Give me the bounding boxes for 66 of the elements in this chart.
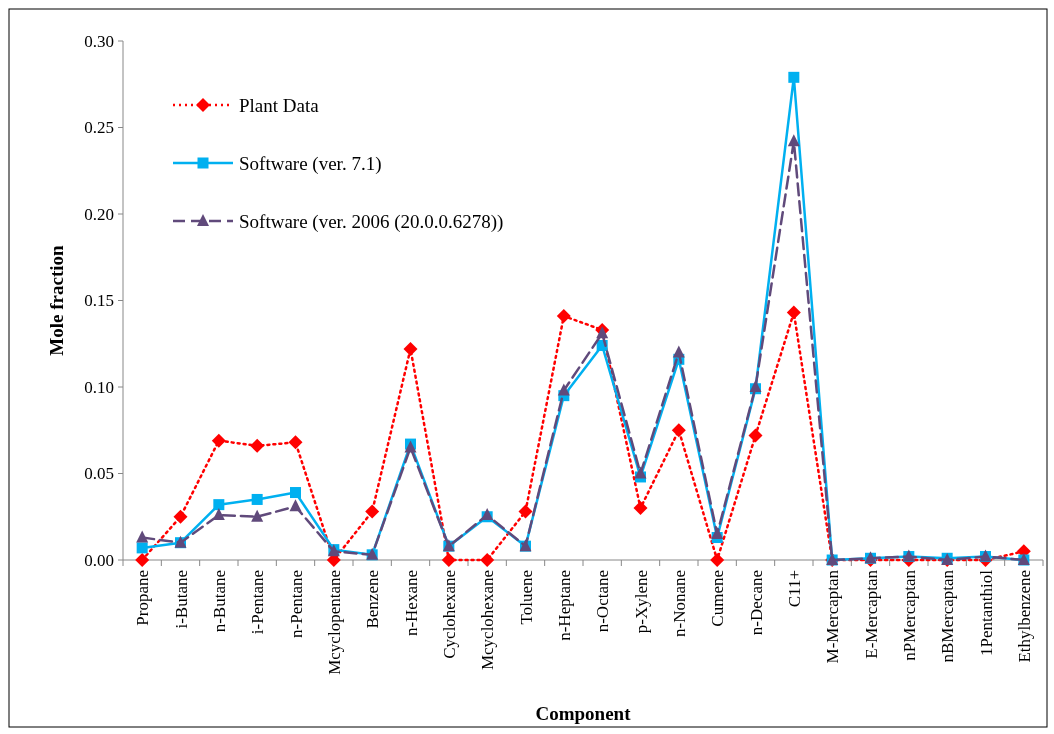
y-tick-label: 0.00	[84, 550, 114, 570]
point	[213, 499, 225, 511]
x-tick-label: Cumene	[708, 570, 728, 627]
x-tick-label: Mcyclohexane	[478, 570, 498, 671]
point	[748, 428, 763, 443]
x-tick-label: nPMercaptan	[899, 569, 919, 661]
x-tick-label: C11+	[784, 570, 804, 608]
point	[135, 553, 150, 567]
y-tick-label: 0.10	[84, 377, 114, 397]
point	[788, 71, 800, 83]
point	[288, 435, 303, 450]
point	[441, 553, 456, 567]
point	[480, 553, 495, 567]
x-tick-label: i-Butane	[171, 570, 191, 629]
point	[786, 305, 801, 320]
point	[211, 433, 226, 448]
x-tick-label: n-Decane	[746, 570, 766, 636]
x-tick-label: p-Xylene	[631, 570, 651, 634]
x-tick-label: Mcyclopentane	[324, 570, 344, 675]
y-axis-title: Mole fraction	[46, 244, 67, 356]
point	[633, 501, 648, 516]
point	[518, 504, 533, 519]
x-axis-title: Component	[535, 703, 632, 724]
point	[365, 504, 380, 519]
point	[290, 487, 301, 499]
point	[671, 423, 686, 438]
point	[787, 134, 800, 147]
y-tick-label: 0.15	[84, 291, 114, 311]
point	[250, 438, 265, 453]
legend-label: Software (ver. 7.1)	[239, 152, 382, 175]
legend-label: Software (ver. 2006 (20.0.0.6278))	[239, 210, 504, 233]
x-tick-label: n-Octane	[593, 570, 613, 633]
point	[556, 309, 571, 324]
x-tick-label: n-Hexane	[401, 570, 421, 637]
x-tick-label: n-Butane	[209, 570, 229, 633]
point	[672, 345, 685, 358]
point	[136, 530, 149, 543]
point	[557, 383, 570, 396]
x-tick-label: Propane	[133, 570, 153, 626]
point	[136, 542, 148, 554]
x-tick-label: M-Mercaptan	[823, 569, 843, 664]
y-tick-label: 0.20	[84, 204, 114, 224]
point	[173, 509, 188, 524]
x-tick-label: Benzene	[363, 570, 383, 629]
x-tick-label: Ethylbenzene	[1014, 570, 1034, 663]
x-tick-label: n-Pentane	[286, 570, 306, 638]
legend-label: Plant Data	[239, 94, 320, 116]
y-tick-label: 0.25	[84, 118, 114, 138]
x-tick-label: 1Pentanthiol	[976, 569, 996, 656]
point	[289, 499, 302, 512]
point	[251, 509, 264, 522]
point	[251, 493, 263, 505]
point	[634, 466, 647, 479]
x-tick-label: i-Pentane	[248, 570, 268, 635]
point	[596, 326, 609, 339]
x-tick-label: n-Nonane	[669, 570, 689, 638]
x-tick-label: Cyclohexane	[439, 570, 459, 659]
x-tick-label: nBMercaptan	[938, 569, 958, 663]
y-tick-label: 0.05	[84, 464, 114, 484]
x-tick-label: n-Heptane	[554, 570, 574, 641]
x-tick-label: E-Mercaptan	[861, 569, 881, 659]
point	[711, 527, 724, 540]
x-tick-label: Toluene	[516, 570, 536, 625]
point	[710, 553, 725, 567]
y-tick-label: 0.30	[84, 31, 114, 51]
point	[403, 341, 418, 356]
